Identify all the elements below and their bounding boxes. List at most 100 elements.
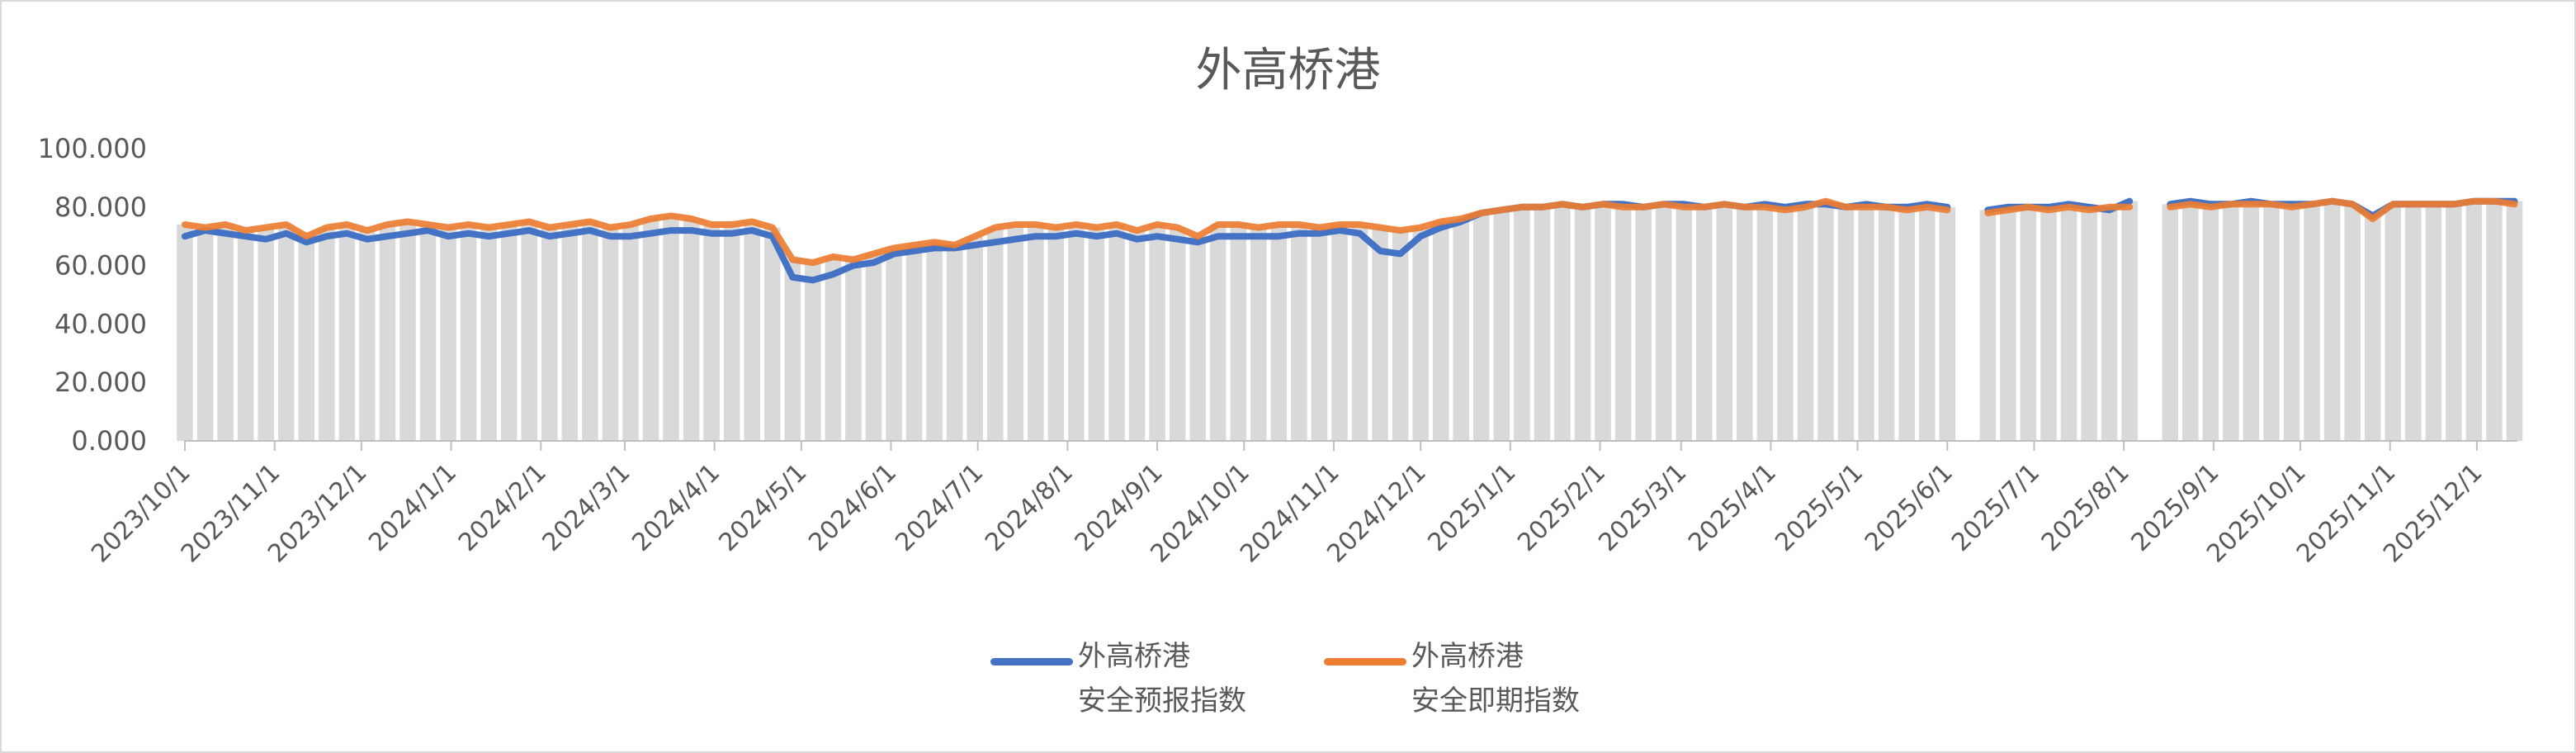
background-column: [723, 225, 740, 441]
background-column: [480, 227, 497, 441]
x-tick-label: 2024/4/1: [626, 458, 726, 557]
x-tick-label: 2024/1/1: [363, 458, 462, 557]
background-column: [663, 215, 679, 441]
background-column: [2283, 204, 2300, 441]
legend-label-line1: 外高桥港: [1078, 640, 1190, 673]
background-column: [1878, 206, 1895, 442]
background-column: [2040, 206, 2057, 442]
x-tick-label: 2024/5/1: [713, 458, 812, 557]
background-column: [1635, 206, 1652, 442]
background-column: [1189, 236, 1206, 441]
background-column: [2101, 206, 2118, 442]
background-column: [1737, 206, 1753, 442]
background-column: [744, 221, 760, 441]
background-column: [1939, 206, 1956, 442]
background-column: [440, 227, 456, 441]
background-column: [2060, 204, 2077, 441]
legend-swatch-current: [1324, 658, 1406, 665]
background-column: [1047, 227, 1065, 441]
background-column: [2446, 204, 2462, 441]
y-tick-label: 40.000: [54, 308, 147, 339]
background-column: [2202, 204, 2219, 441]
background-column: [1412, 227, 1429, 441]
series-line-current-index: [2167, 197, 2518, 222]
x-tick-label: 2025/7/1: [1946, 458, 2045, 557]
background-column: [1270, 225, 1288, 441]
x-tick-label: 2024/7/1: [890, 458, 989, 557]
background-column: [2081, 206, 2097, 442]
background-column: [1676, 204, 1692, 441]
background-column: [805, 263, 821, 441]
background-column: [2465, 201, 2483, 441]
x-tick-label: 2025/6/1: [1860, 458, 1959, 557]
background-column: [460, 225, 477, 441]
background-column: [561, 225, 579, 441]
background-column: [1311, 227, 1328, 441]
background-column: [1351, 225, 1368, 441]
background-column: [2020, 206, 2037, 442]
background-column: [338, 225, 356, 441]
background-column: [2243, 201, 2260, 441]
background-column: [763, 227, 781, 441]
background-column: [1858, 204, 1874, 441]
background-column: [1169, 227, 1186, 441]
chart-title: 外高桥港: [1195, 44, 1381, 97]
background-column: [2223, 204, 2239, 441]
background-column: [399, 221, 416, 441]
background-column: [2323, 201, 2341, 441]
background-column: [359, 230, 376, 441]
x-tick-label: 2025/8/1: [2036, 458, 2135, 557]
background-column: [1007, 225, 1024, 441]
background-column: [1392, 230, 1409, 441]
background-column: [419, 225, 437, 441]
background-column: [1088, 227, 1105, 441]
background-column: [541, 227, 558, 441]
background-column: [1068, 225, 1085, 441]
background-column: [905, 244, 923, 441]
x-tick-label: 2024/3/1: [537, 458, 636, 557]
background-column: [622, 225, 639, 441]
background-column: [1209, 225, 1227, 441]
background-column: [1797, 204, 1814, 441]
background-column: [2263, 204, 2280, 441]
background-column: [683, 218, 700, 441]
background-column: [2121, 201, 2138, 441]
background-column: [946, 244, 963, 441]
background-column: [521, 221, 538, 441]
x-tick-label: 2025/5/1: [1770, 458, 1869, 557]
background-column: [1655, 204, 1672, 441]
background-column: [2385, 204, 2402, 441]
background-column: [602, 227, 619, 441]
background-column: [1716, 204, 1733, 441]
background-column: [2486, 201, 2503, 441]
background-column: [1837, 206, 1855, 442]
background-column: [2425, 204, 2442, 441]
background-column: [1473, 212, 1490, 441]
background-column: [1028, 225, 1044, 441]
x-tick-label: 2024/6/1: [803, 458, 902, 557]
background-column: [2364, 215, 2381, 441]
legend-label-line2: 安全即期指数: [1411, 684, 1580, 717]
background-column: [865, 253, 882, 441]
legend-item-forecast: 外高桥港 安全预报指数: [990, 634, 1246, 723]
background-column: [1250, 227, 1267, 441]
background-column: [845, 259, 862, 441]
background-column: [177, 225, 193, 441]
background-column: [1453, 218, 1470, 441]
background-column: [582, 221, 598, 441]
background-column: [2405, 204, 2422, 441]
background-column: [2182, 201, 2199, 441]
background-column: [217, 225, 234, 441]
background-column: [2162, 204, 2179, 441]
x-tick-label: 2025/3/1: [1593, 458, 1692, 557]
background-column: [1514, 206, 1530, 442]
background-column: [2304, 204, 2320, 441]
background-column: [825, 256, 842, 441]
x-tick-label: 2024/2/1: [453, 458, 552, 557]
background-column: [926, 242, 943, 441]
y-tick-label: 80.000: [54, 192, 147, 223]
background-column: [1979, 210, 1997, 441]
background-column: [642, 218, 659, 441]
background-column: [784, 259, 801, 441]
